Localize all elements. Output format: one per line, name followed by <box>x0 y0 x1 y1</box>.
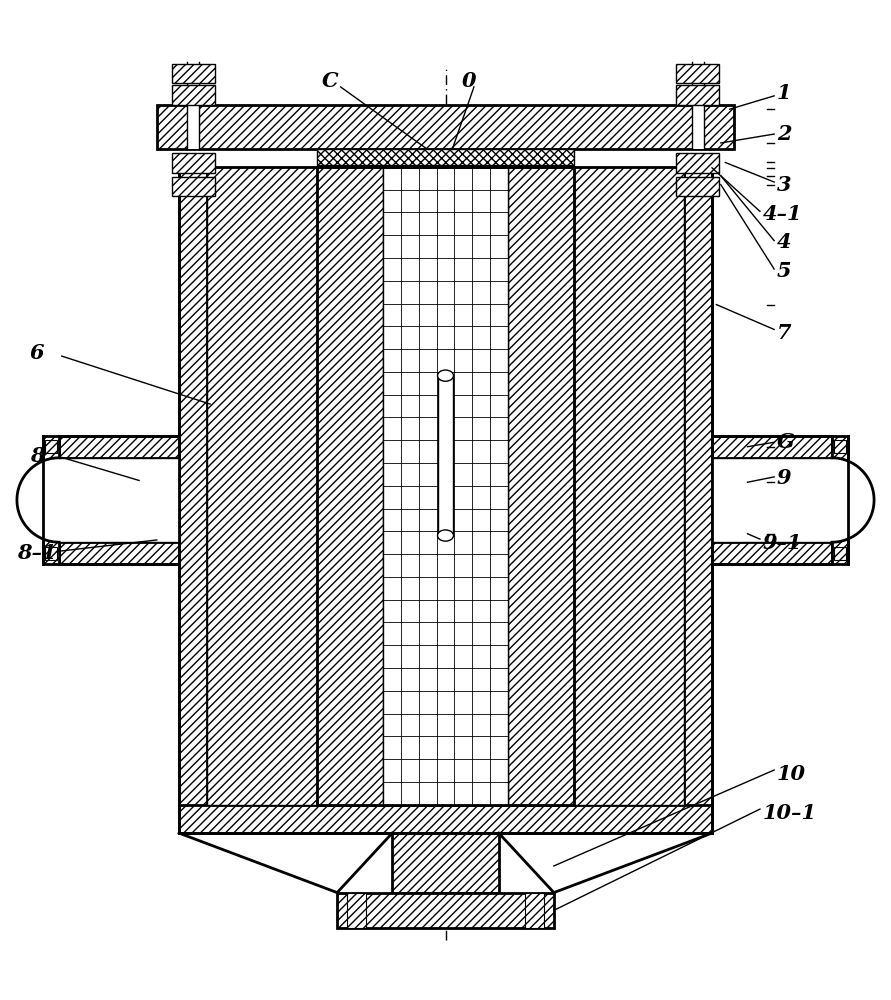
Text: 10–1: 10–1 <box>763 803 816 823</box>
Text: 10: 10 <box>777 764 805 784</box>
Bar <box>157 105 734 149</box>
Text: 4–1: 4–1 <box>763 204 802 224</box>
Text: 3: 3 <box>777 175 791 195</box>
Bar <box>834 547 846 560</box>
Bar <box>676 85 719 105</box>
Bar <box>676 64 719 83</box>
Ellipse shape <box>437 370 454 381</box>
Text: 8–1: 8–1 <box>18 543 57 563</box>
Bar <box>187 105 200 149</box>
Bar <box>337 893 554 928</box>
Text: 4: 4 <box>777 232 791 252</box>
Text: 2: 2 <box>777 124 791 144</box>
Bar <box>208 167 683 805</box>
Bar <box>179 805 712 833</box>
Polygon shape <box>17 458 59 542</box>
Text: 6: 6 <box>29 343 45 363</box>
Bar <box>347 893 366 928</box>
Bar <box>392 833 499 893</box>
Text: C: C <box>322 71 339 91</box>
Bar <box>208 167 316 805</box>
Bar <box>45 440 57 453</box>
Bar <box>691 105 704 149</box>
Bar <box>179 167 208 833</box>
Bar <box>316 167 383 805</box>
Bar <box>316 167 575 805</box>
Text: 9: 9 <box>777 468 791 488</box>
Bar <box>508 167 575 805</box>
Bar <box>172 153 215 173</box>
Bar <box>172 177 215 196</box>
Bar <box>45 547 57 560</box>
Bar <box>525 893 544 928</box>
Text: 0: 0 <box>462 71 477 91</box>
Bar <box>437 376 454 536</box>
Bar <box>832 436 848 564</box>
Bar <box>712 542 832 564</box>
Bar <box>834 440 846 453</box>
Bar <box>316 149 575 165</box>
Bar <box>575 167 683 805</box>
Text: 1: 1 <box>777 83 791 103</box>
Bar <box>676 177 719 196</box>
Text: 5: 5 <box>777 261 791 281</box>
Bar <box>43 436 59 564</box>
Text: 7: 7 <box>777 323 791 343</box>
Text: G: G <box>777 432 795 452</box>
Bar <box>172 64 215 83</box>
Bar <box>59 458 179 542</box>
Bar <box>59 542 179 564</box>
Bar <box>683 167 712 833</box>
Bar <box>383 167 508 805</box>
Ellipse shape <box>437 530 454 541</box>
Bar <box>172 85 215 105</box>
Bar <box>712 458 832 542</box>
Bar <box>59 436 179 458</box>
Bar <box>179 167 712 833</box>
Text: 9–1: 9–1 <box>763 533 802 553</box>
Polygon shape <box>832 458 874 542</box>
Bar <box>712 436 832 458</box>
Bar <box>676 153 719 173</box>
Text: 8: 8 <box>29 446 45 466</box>
